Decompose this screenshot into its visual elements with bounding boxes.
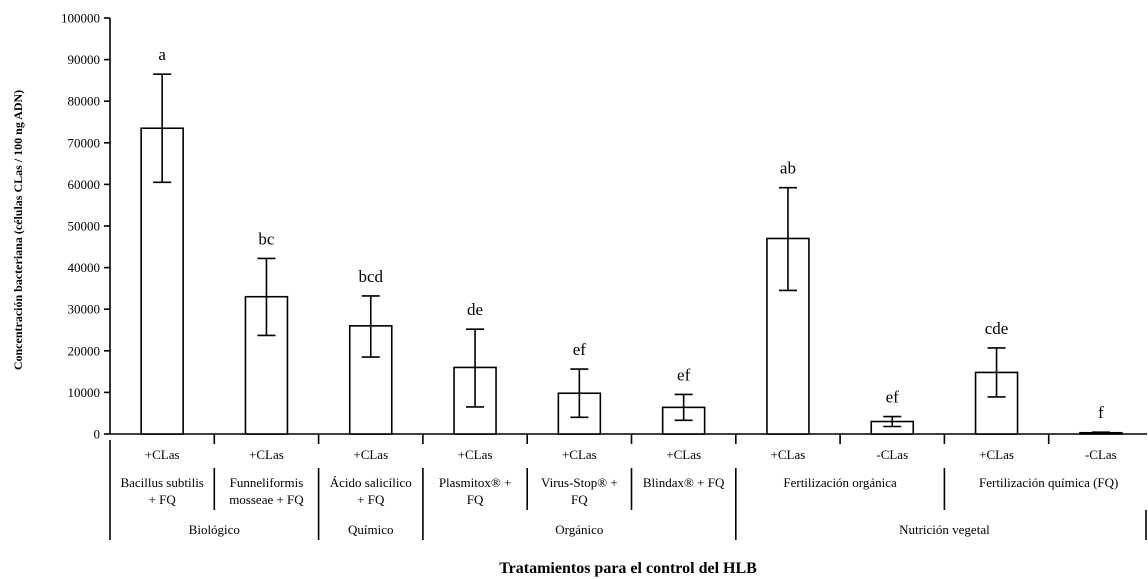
group-label: Biológico bbox=[189, 522, 240, 537]
y-tick-label: 80000 bbox=[68, 94, 101, 109]
treatment-label: Ácido salicílico bbox=[330, 475, 412, 490]
y-tick-label: 0 bbox=[94, 427, 101, 442]
bar-status-label: +CLas bbox=[458, 447, 493, 462]
treatment-label: Blindax® + FQ bbox=[643, 475, 725, 490]
treatment-label: + FQ bbox=[149, 492, 177, 507]
treatment-label: + FQ bbox=[357, 492, 385, 507]
y-tick-label: 50000 bbox=[68, 219, 101, 234]
bars: a bc bcd de ef ef ab ef cde f bbox=[140, 45, 1123, 435]
y-tick-label: 40000 bbox=[68, 260, 101, 275]
bar-status-label: +CLas bbox=[562, 447, 597, 462]
treatment-label: Plasmitox® + bbox=[439, 475, 511, 490]
treatment-label: Funneliformis bbox=[230, 475, 304, 490]
bar-status-label: -CLas bbox=[1085, 447, 1117, 462]
treatment-label: Bacillus subtilis bbox=[120, 475, 203, 490]
bar-status-label: +CLas bbox=[666, 447, 701, 462]
significance-letter: ab bbox=[780, 159, 796, 178]
significance-letter: ef bbox=[886, 388, 900, 407]
y-tick-label: 10000 bbox=[68, 385, 101, 400]
bar-status-label: +CLas bbox=[979, 447, 1014, 462]
significance-letter: a bbox=[158, 45, 166, 64]
bar-status-label: +CLas bbox=[145, 447, 180, 462]
group-label: Químico bbox=[348, 522, 394, 537]
significance-letter: cde bbox=[985, 319, 1009, 338]
significance-letter: bcd bbox=[358, 267, 383, 286]
significance-letter: de bbox=[467, 300, 483, 319]
y-tick-label: 100000 bbox=[61, 11, 100, 26]
significance-letter: ef bbox=[677, 365, 691, 384]
group-label: Orgánico bbox=[555, 522, 603, 537]
treatment-label: Fertilización orgánica bbox=[783, 475, 897, 490]
treatment-label: Virus-Stop® + bbox=[541, 475, 618, 490]
bar-status-label: +CLas bbox=[353, 447, 388, 462]
y-tick-label: 20000 bbox=[68, 343, 101, 358]
y-axis-label: Concentración bacteriana (células CLas /… bbox=[11, 90, 25, 370]
category-labels: +CLas +CLas +CLas +CLas +CLas +CLas +CLas -CLas… bbox=[120, 447, 1118, 537]
treatment-label: Fertilización química (FQ) bbox=[979, 475, 1118, 490]
y-tick-label: 70000 bbox=[68, 135, 101, 150]
treatment-label: FQ bbox=[571, 492, 588, 507]
group-label: Nutrición vegetal bbox=[899, 522, 990, 537]
x-axis-title: Tratamientos para el control del HLB bbox=[499, 560, 757, 577]
treatment-label: mosseae + FQ bbox=[229, 492, 304, 507]
treatment-label: FQ bbox=[467, 492, 484, 507]
y-tick-label: 60000 bbox=[68, 177, 101, 192]
bar-status-label: +CLas bbox=[771, 447, 806, 462]
y-tick-label: 30000 bbox=[68, 302, 101, 317]
bar-status-label: -CLas bbox=[876, 447, 908, 462]
y-tick-label: 90000 bbox=[68, 52, 101, 67]
significance-letter: bc bbox=[258, 229, 275, 248]
significance-letter: f bbox=[1098, 403, 1104, 422]
bar-status-label: +CLas bbox=[249, 447, 284, 462]
significance-letter: ef bbox=[573, 340, 587, 359]
